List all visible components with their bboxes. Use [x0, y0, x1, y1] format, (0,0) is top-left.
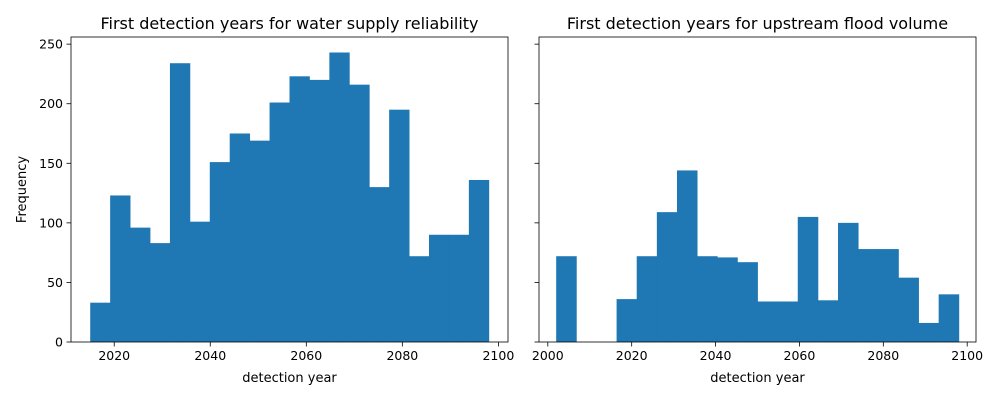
histogram-bar [329, 52, 350, 343]
histogram-bar [209, 162, 231, 342]
histogram-bar [269, 102, 290, 342]
histogram-bar [878, 249, 899, 342]
histogram-bar [737, 262, 758, 342]
histogram-bar [90, 302, 111, 342]
y-ticks [534, 43, 539, 343]
histogram-bar [229, 133, 251, 342]
x-tick-label: 2040 [700, 348, 732, 363]
subplot-water-supply-reliability: First detection years for water supply r… [15, 14, 514, 386]
histogram-bar [697, 256, 718, 342]
histogram-bar [110, 195, 131, 342]
histogram-bar [717, 257, 738, 342]
x-tick-label: 2040 [194, 348, 226, 363]
histogram-bar [189, 221, 211, 342]
histogram-bar [369, 187, 390, 342]
histogram-bar [817, 300, 839, 342]
x-tick-label: 2100 [951, 348, 983, 363]
y-tick-label: 50 [47, 275, 63, 290]
bars-group [90, 52, 490, 343]
histogram-bar [777, 301, 799, 342]
x-tick-label: 2080 [867, 348, 899, 363]
histogram-bar [429, 234, 450, 342]
histogram-bar [838, 222, 859, 342]
y-ticks: 0 50 100 150 200 250 [39, 37, 71, 350]
x-tick-label: 2020 [616, 348, 648, 363]
x-ticks: 2020 2040 2060 2080 2100 [98, 342, 514, 363]
x-tick-label: 2100 [482, 348, 514, 363]
histogram-bar [918, 322, 940, 342]
chart-title: First detection years for upstream flood… [567, 14, 948, 33]
histogram-bar [898, 277, 919, 342]
plot-frame [538, 36, 977, 343]
bars-group [556, 170, 960, 342]
chart-title: First detection years for water supply r… [100, 14, 478, 33]
histogram-bar [556, 256, 577, 342]
histogram-bar [938, 294, 960, 342]
y-tick-label: 250 [39, 37, 63, 52]
y-axis-label: Frequency [15, 156, 30, 223]
histogram-bar [616, 299, 638, 342]
histogram-bar [309, 79, 330, 342]
histogram-bar [676, 170, 698, 342]
histogram-bar [249, 140, 270, 342]
x-axis-label: detection year [710, 371, 805, 386]
y-tick-label: 150 [39, 156, 63, 171]
histogram-bar [636, 256, 658, 342]
y-tick-label: 200 [39, 96, 63, 111]
x-ticks: 2000 2020 2040 2060 2080 2100 [532, 342, 983, 363]
histogram-bar [169, 63, 191, 343]
y-tick-label: 0 [55, 335, 63, 350]
histogram-bar [858, 249, 879, 342]
x-tick-label: 2080 [386, 348, 418, 363]
x-tick-label: 2060 [290, 348, 322, 363]
x-tick-label: 2000 [532, 348, 564, 363]
histogram-bar [349, 84, 370, 342]
x-axis-label: detection year [242, 371, 337, 386]
plot-frame [70, 36, 509, 343]
histogram-bar [289, 76, 310, 342]
histogram-bar [130, 227, 151, 343]
histogram-bar [409, 256, 430, 342]
histogram-bar [468, 179, 490, 342]
x-tick-label: 2020 [98, 348, 130, 363]
subplot-upstream-flood-volume: First detection years for upstream flood… [532, 14, 983, 386]
y-tick-label: 100 [39, 215, 63, 230]
histogram-bar [656, 212, 678, 342]
histogram-bar [757, 301, 779, 342]
histogram-bar [389, 109, 410, 343]
histogram-bar [797, 216, 819, 342]
histogram-bar [150, 243, 171, 342]
x-tick-label: 2060 [784, 348, 816, 363]
histogram-bar [448, 234, 470, 342]
